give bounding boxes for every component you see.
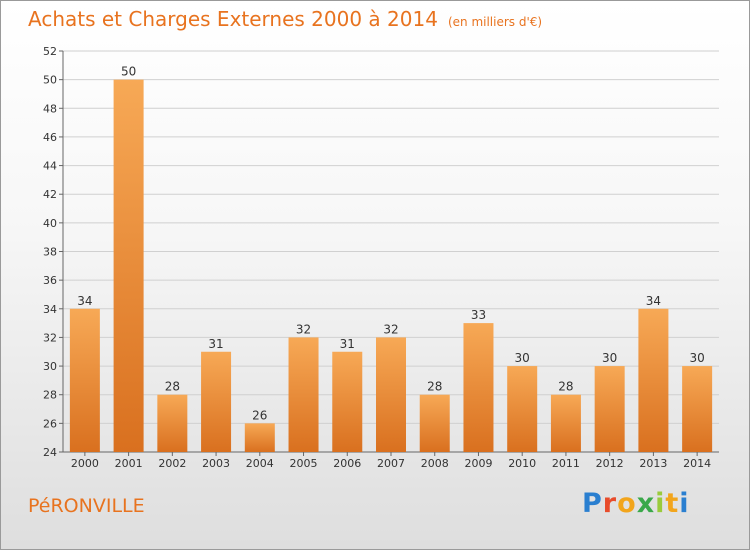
bar — [419, 394, 450, 452]
x-tick-label: 2003 — [202, 457, 230, 470]
data-label: 28 — [558, 380, 573, 394]
y-tick-label: 44 — [43, 160, 57, 173]
data-label: 34 — [77, 294, 92, 308]
bar — [201, 351, 232, 452]
proxiti-logo[interactable]: Proxiti — [582, 488, 690, 519]
data-label: 30 — [689, 351, 704, 365]
y-tick-label: 52 — [43, 45, 57, 58]
logo-letter: i — [679, 488, 690, 519]
x-tick-label: 2009 — [464, 457, 492, 470]
bar — [288, 337, 319, 452]
x-tick-label: 2005 — [290, 457, 318, 470]
chart-subtitle: (en milliers d'€) — [447, 15, 543, 29]
data-label: 33 — [471, 308, 486, 322]
x-tick-label: 2007 — [377, 457, 405, 470]
x-tick-label: 2006 — [333, 457, 361, 470]
x-tick-label: 2000 — [71, 457, 99, 470]
y-tick-label: 30 — [43, 360, 57, 373]
x-tick-label: 2002 — [158, 457, 186, 470]
bar — [638, 308, 669, 452]
logo-letter: i — [655, 488, 666, 519]
bar — [244, 423, 275, 452]
data-label: 28 — [427, 380, 442, 394]
x-tick-label: 2012 — [596, 457, 624, 470]
x-tick-label: 2011 — [552, 457, 580, 470]
bar-layer — [69, 79, 713, 453]
title-row: Achats et Charges Externes 2000 à 2014 (e… — [28, 7, 542, 31]
y-tick-label: 34 — [43, 303, 57, 316]
y-tick-label: 26 — [43, 417, 57, 430]
y-tick-label: 38 — [43, 246, 57, 259]
y-tick-label: 42 — [43, 188, 57, 201]
bar — [332, 351, 363, 452]
data-label: 32 — [296, 322, 311, 336]
x-tick-label: 2008 — [421, 457, 449, 470]
logo-letter: o — [617, 488, 637, 519]
data-label: 34 — [646, 294, 661, 308]
data-label: 32 — [383, 322, 398, 336]
y-tick-label: 48 — [43, 102, 57, 115]
data-label: 31 — [340, 337, 355, 351]
data-label: 26 — [252, 408, 267, 422]
bar — [69, 308, 100, 452]
bar — [113, 79, 144, 453]
data-label: 30 — [602, 351, 617, 365]
bar — [463, 323, 494, 452]
data-label: 28 — [165, 380, 180, 394]
y-tick-label: 46 — [43, 131, 57, 144]
y-tick-label: 36 — [43, 274, 57, 287]
bar — [507, 366, 538, 452]
x-tick-label: 2014 — [683, 457, 711, 470]
data-label: 30 — [515, 351, 530, 365]
label-layer: 34 50 28 31 26 32 31 32 28 33 30 28 30 34 30 — [77, 65, 705, 423]
commune-name: PéRONVILLE — [28, 495, 145, 517]
x-tick-label: 2004 — [246, 457, 274, 470]
logo-letter: t — [665, 488, 680, 519]
y-tick-label: 32 — [43, 331, 57, 344]
x-tick-label: 2010 — [508, 457, 536, 470]
y-tick-label: 24 — [43, 446, 57, 459]
chart-title: Achats et Charges Externes 2000 à 2014 — [28, 7, 438, 31]
y-tick-label: 50 — [43, 74, 57, 87]
data-label: 31 — [208, 337, 223, 351]
bar — [376, 337, 406, 452]
logo-letter: P — [582, 488, 603, 519]
bar — [682, 366, 713, 452]
logo-letter: x — [636, 488, 656, 519]
bar — [157, 394, 188, 452]
logo-letter: r — [602, 488, 618, 519]
bar — [550, 394, 581, 452]
y-tick-label: 40 — [43, 217, 57, 230]
x-tick-label: 2001 — [115, 457, 143, 470]
y-tick-label: 28 — [43, 389, 57, 402]
data-label: 50 — [121, 65, 136, 79]
x-tick-label: 2013 — [639, 457, 667, 470]
bar — [594, 366, 625, 452]
